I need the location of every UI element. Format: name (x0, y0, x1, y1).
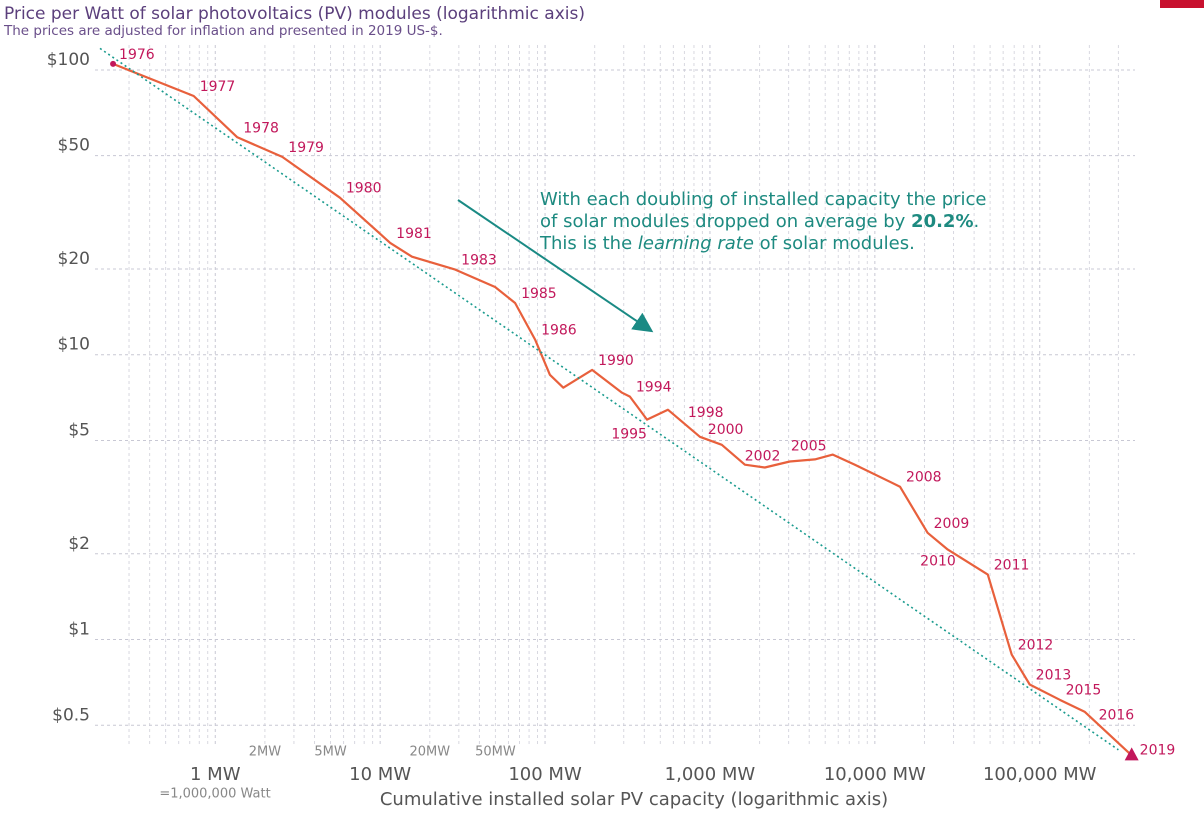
year-label: 1981 (396, 226, 432, 242)
year-label: 1986 (541, 323, 577, 339)
chart-subtitle: The prices are adjusted for inflation an… (3, 23, 443, 39)
year-label: 1977 (200, 79, 236, 95)
chart-title: Price per Watt of solar photovoltaics (P… (4, 4, 585, 24)
year-label: 1978 (243, 120, 279, 136)
year-label: 1994 (636, 380, 672, 396)
year-label: 1985 (521, 286, 557, 302)
x-minor-tick-label: 5MW (314, 745, 346, 760)
annotation-text: This is the (539, 233, 638, 254)
year-label: 1998 (688, 405, 724, 421)
annotation-text: of solar modules. (754, 233, 915, 254)
y-tick-label: $50 (58, 136, 90, 156)
year-label: 2012 (1018, 638, 1054, 654)
x-tick-label: 10,000 MW (824, 764, 926, 785)
y-tick-label: $10 (58, 335, 90, 355)
x-tick-label: 10 MW (349, 764, 411, 785)
x-note: =1,000,000 Watt (159, 787, 270, 802)
x-tick-label: 100 MW (508, 764, 582, 785)
grid: $100 $50 $20 $10 $5 $2 $1 $0.5 1 MW 10 MW 100 MW 1,… (47, 45, 1135, 785)
year-label: 1979 (288, 140, 324, 156)
x-tick-label: 1,000 MW (665, 764, 756, 785)
year-label: 1983 (461, 253, 497, 269)
y-tick-label: $20 (58, 249, 90, 269)
start-point (110, 60, 117, 67)
year-label: 1980 (346, 181, 382, 197)
annotation-line: This is the learning rate of solar modul… (539, 233, 915, 254)
year-label: 2019 (1140, 742, 1176, 758)
annotation: With each doubling of installed capacity… (539, 189, 987, 254)
x-tick-label: 1 MW (190, 764, 241, 785)
y-tick-label: $100 (47, 50, 90, 70)
marks: 1976 1977 1978 1979 1980 1981 1983 1985 1986 1990… (99, 47, 1176, 761)
year-label: 1990 (598, 353, 634, 369)
x-minor-tick-label: 20MW (409, 745, 450, 760)
year-label: 2015 (1066, 683, 1102, 699)
year-label: 2002 (745, 448, 781, 464)
x-tick-label: 100,000 MW (983, 764, 1097, 785)
trend-line (99, 47, 1119, 751)
year-label: 2009 (934, 516, 970, 532)
annotation-line: of solar modules dropped on average by 2… (540, 211, 979, 232)
y-tick-label: $2 (68, 534, 90, 554)
year-label: 1995 (611, 427, 647, 443)
x-minor-tick-label: 50MW (475, 745, 516, 760)
year-label: 1976 (119, 47, 155, 63)
corner-badge (1160, 0, 1204, 8)
year-label: 2016 (1099, 708, 1135, 724)
annotation-bold: 20.2% (911, 211, 973, 232)
year-label: 2010 (920, 554, 956, 570)
x-minor-tick-label: 2MW (249, 745, 281, 760)
year-label: 2005 (791, 438, 827, 454)
x-axis-label: Cumulative installed solar PV capacity (… (380, 789, 888, 810)
annotation-line: With each doubling of installed capacity… (540, 189, 987, 210)
end-point (1124, 747, 1139, 761)
y-tick-label: $0.5 (52, 705, 90, 725)
year-label: 2013 (1036, 668, 1072, 684)
y-tick-label: $5 (68, 420, 90, 440)
annotation-arrow (457, 199, 654, 333)
annotation-text: . (974, 211, 980, 232)
year-label: 2011 (994, 558, 1030, 574)
y-tick-label: $1 (68, 620, 90, 640)
year-label: 2000 (708, 422, 744, 438)
annotation-text: of solar modules dropped on average by (540, 211, 911, 232)
annotation-italic: learning rate (638, 233, 754, 254)
price-line (112, 62, 1133, 757)
year-label: 2008 (906, 470, 942, 486)
